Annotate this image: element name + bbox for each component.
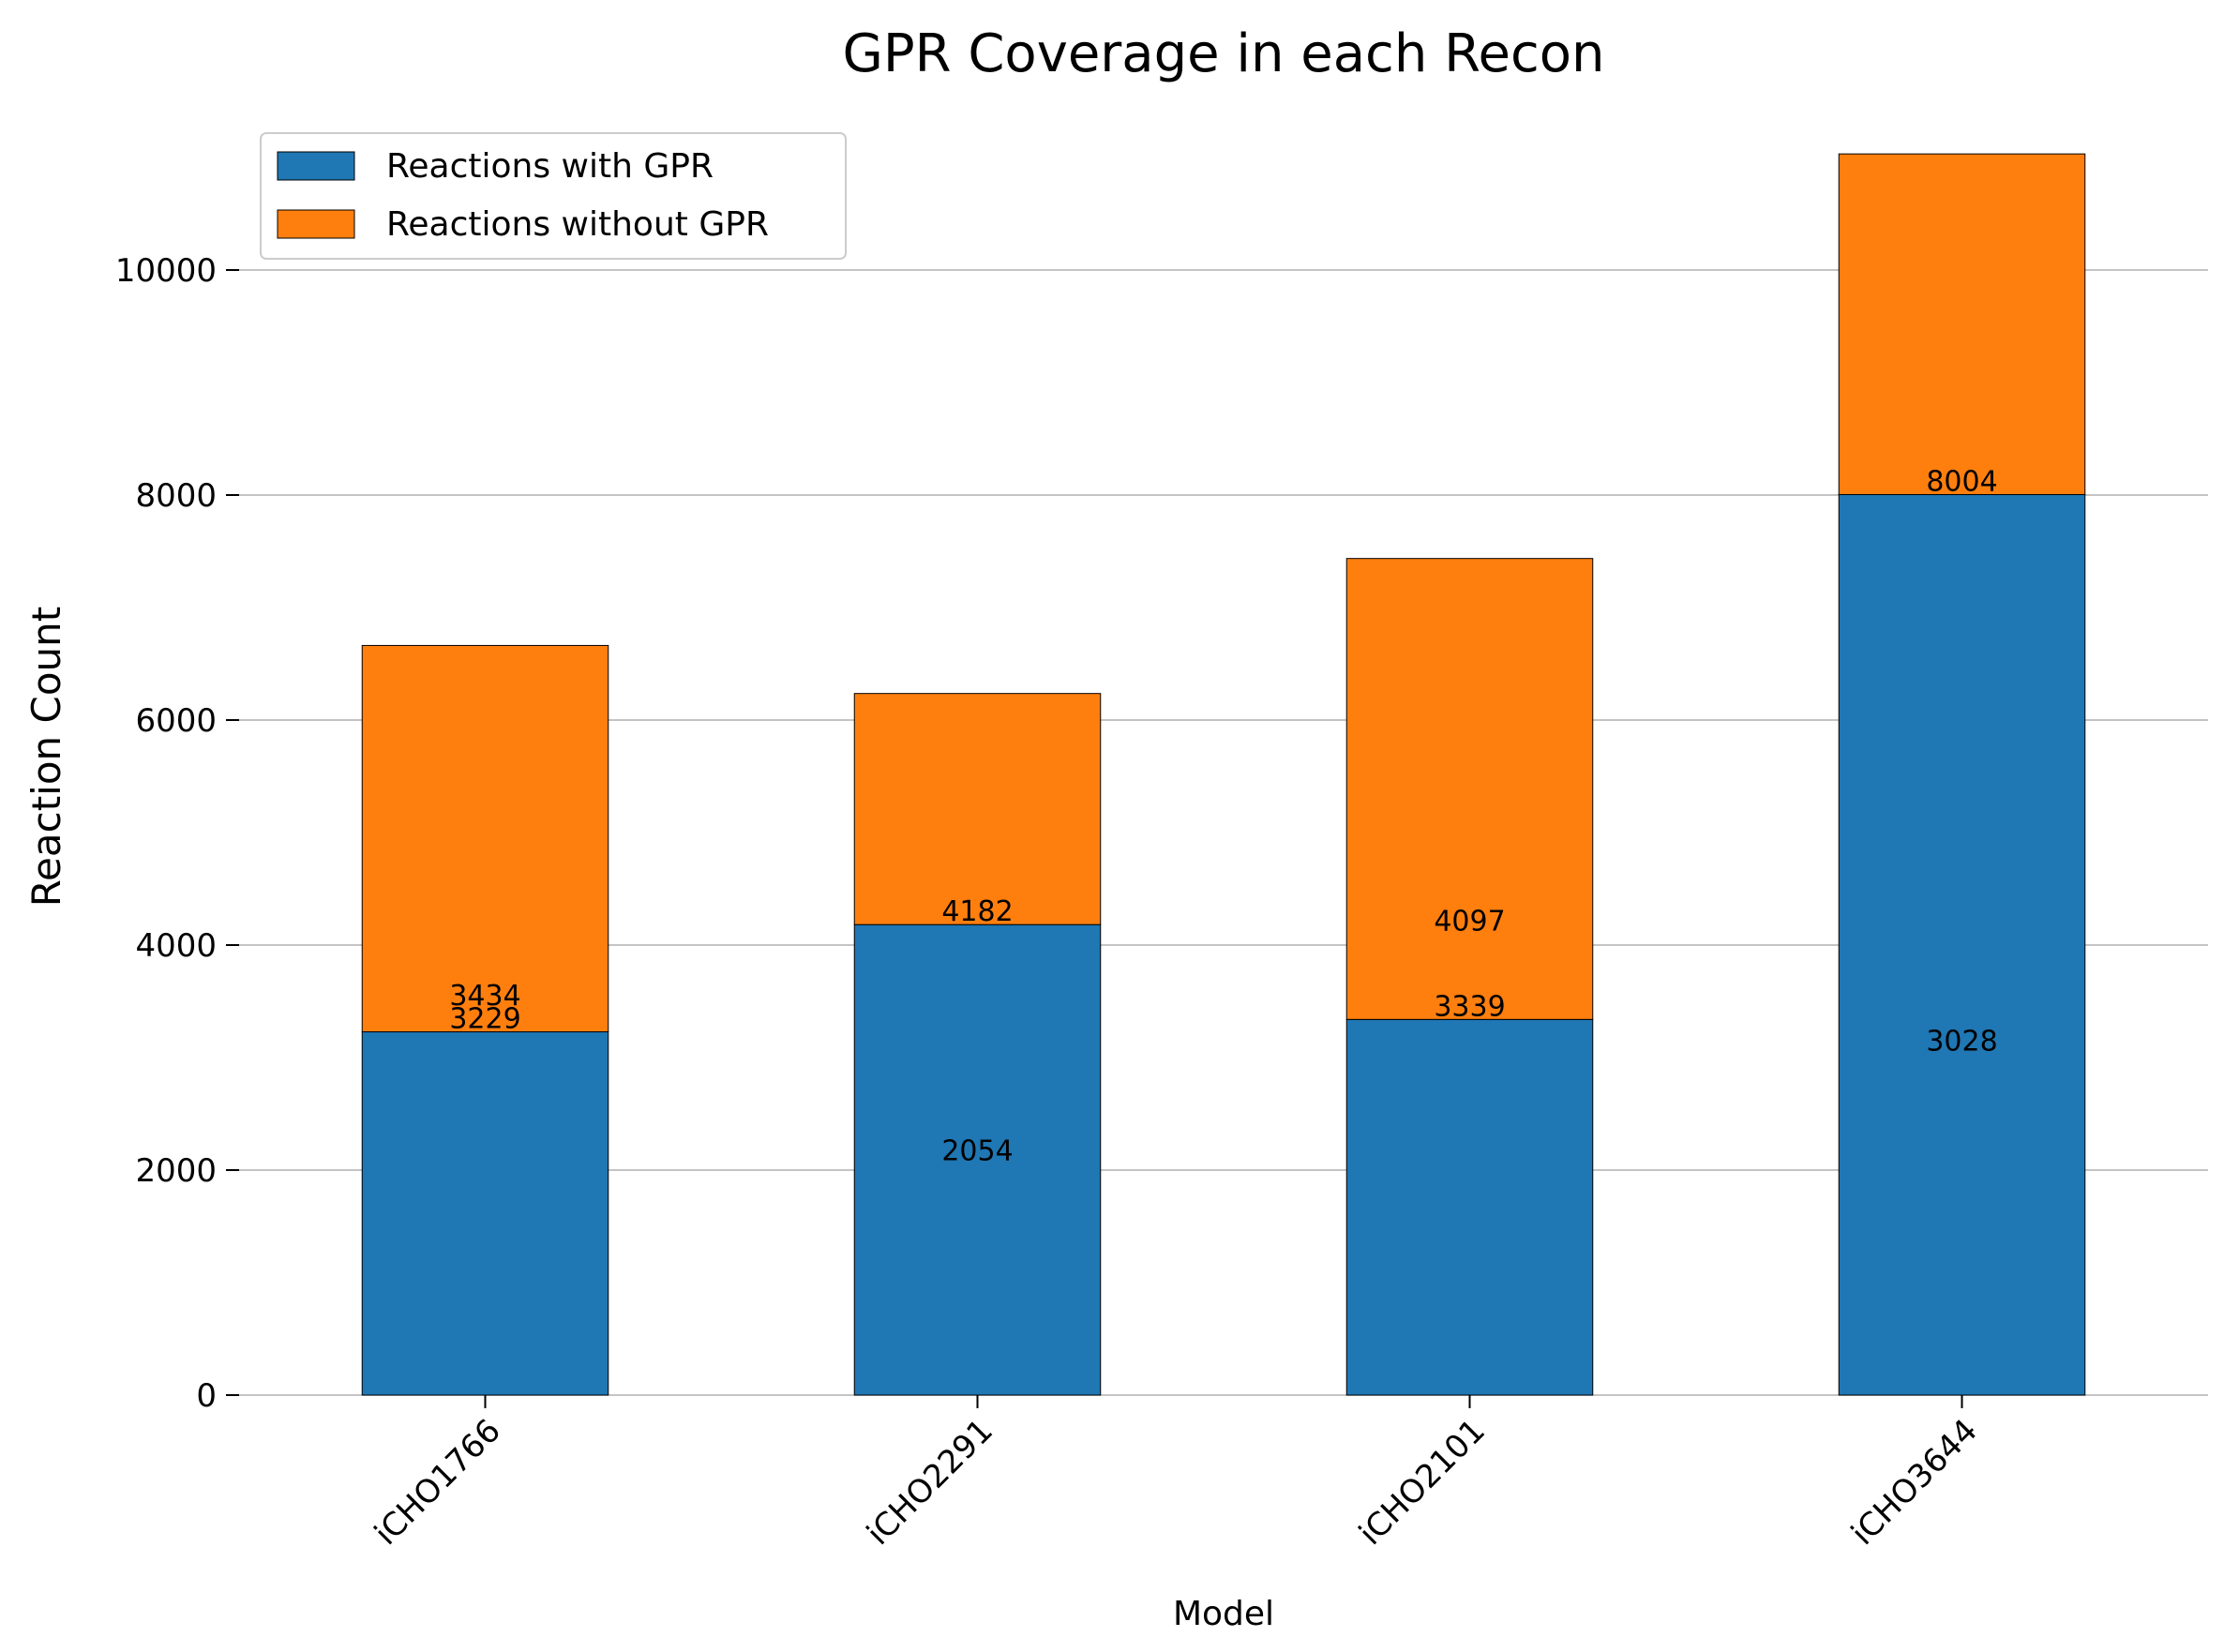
y-tick-label-6000: 6000 (135, 702, 217, 740)
x-tick-label-iCHO3644: iCHO3644 (1844, 1412, 1985, 1553)
legend-box (260, 132, 847, 260)
value-label-iCHO2291-3: 2054 (941, 1135, 1013, 1168)
value-label-iCHO2291-2: 4182 (941, 895, 1013, 928)
bars (361, 153, 2086, 1396)
y-tick-label-4000: 4000 (135, 927, 217, 965)
bar-iCHO1766-series-0 (361, 1031, 609, 1396)
legend-label-1: Reactions without GPR (386, 205, 769, 244)
bar-iCHO2291-series-0 (853, 924, 1102, 1396)
y-axis: 0 2000 4000 6000 8000 10000 (115, 252, 239, 1415)
y-tick-label-10000: 10000 (115, 252, 217, 290)
bar-iCHO2101-series-1 (1345, 558, 1594, 1020)
chart-title: GPR Coverage in each Recon (842, 23, 1604, 84)
value-label-iCHO3644-6: 8004 (1926, 466, 1997, 499)
x-axis: iCHO1766 iCHO2291 iCHO2101 iCHO3644 (368, 1395, 1985, 1553)
y-tick-label-0: 0 (196, 1377, 217, 1415)
legend: Reactions with GPR Reactions without GPR (260, 132, 847, 260)
bar-iCHO3644-series-1 (1838, 153, 2086, 496)
value-label-iCHO2101-4: 3339 (1434, 990, 1505, 1023)
x-tick-label-iCHO2101: iCHO2101 (1352, 1412, 1493, 1553)
legend-swatch-0 (277, 151, 355, 181)
y-tick-label-8000: 8000 (135, 477, 217, 515)
value-label-iCHO3644-7: 3028 (1926, 1026, 1997, 1059)
bar-iCHO3644-series-0 (1838, 494, 2086, 1396)
x-tick-label-iCHO2291: iCHO2291 (860, 1412, 1000, 1553)
x-tick-label-iCHO1766: iCHO1766 (368, 1412, 508, 1553)
value-label-iCHO1766-1: 3434 (449, 980, 520, 1013)
bar-iCHO2291-series-1 (853, 693, 1102, 925)
y-tick-label-2000: 2000 (135, 1152, 217, 1190)
value-label-iCHO2101-5: 4097 (1434, 905, 1505, 938)
value-label-iCHO1766-0: 3229 (449, 1003, 520, 1036)
x-axis-label: Model (1173, 1595, 1274, 1633)
bar-iCHO2101-series-0 (1345, 1018, 1594, 1396)
legend-swatch-1 (277, 209, 355, 239)
y-axis-label: Reaction Count (23, 607, 69, 908)
legend-label-0: Reactions with GPR (386, 147, 714, 186)
bar-iCHO1766-series-1 (361, 644, 609, 1033)
